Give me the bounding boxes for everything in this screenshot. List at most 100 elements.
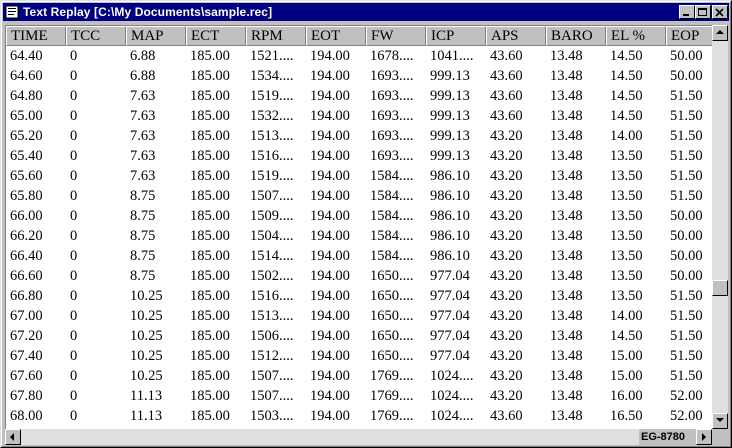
table-cell: 1507.... — [250, 188, 294, 204]
table-cell: 194.00 — [310, 328, 350, 344]
table-cell: 43.20 — [490, 248, 523, 264]
table-cell: 43.20 — [490, 148, 523, 164]
column-header[interactable]: EOP — [666, 26, 713, 46]
table-row[interactable]: 67.20 0 10.25 185.00 1506.... 194.00 1650.... 9… — [6, 326, 713, 346]
column-header[interactable]: ECT — [186, 26, 246, 46]
table-cell: 194.00 — [310, 88, 350, 104]
table-cell: 13.48 — [550, 388, 583, 404]
table-cell: 43.60 — [490, 48, 523, 64]
table-cell: 986.10 — [430, 228, 470, 244]
scroll-up-button[interactable] — [712, 25, 728, 41]
table-cell: 68.00 — [10, 408, 43, 424]
table-cell: 66.80 — [10, 288, 43, 304]
scroll-down-button[interactable] — [712, 413, 728, 429]
table-cell: 1503.... — [250, 408, 294, 424]
table-row[interactable]: 68.00 0 11.13 185.00 1503.... 194.00 1769.... 1… — [6, 406, 713, 426]
table-cell: 51.50 — [670, 168, 703, 184]
table-cell: 194.00 — [310, 388, 350, 404]
table-cell: 1024.... — [430, 388, 474, 404]
column-header[interactable]: TCC — [66, 26, 126, 46]
table-cell: 999.13 — [430, 108, 470, 124]
scroll-down-arrow-icon — [716, 418, 724, 422]
table-cell: 185.00 — [190, 228, 230, 244]
table-cell: 185.00 — [190, 408, 230, 424]
table-row[interactable]: 66.80 0 10.25 185.00 1516.... 194.00 1650.... 9… — [6, 286, 713, 306]
table-row[interactable]: 66.00 0 8.75 185.00 1509.... 194.00 1584.... 98… — [6, 206, 713, 226]
table-cell: 999.13 — [430, 128, 470, 144]
table-cell: 6.88 — [130, 48, 156, 64]
table-row[interactable]: 65.00 0 7.63 185.00 1532.... 194.00 1693.... 99… — [6, 106, 713, 126]
table-cell: 51.50 — [670, 368, 703, 384]
table-cell: 43.20 — [490, 288, 523, 304]
table-row[interactable]: 67.40 0 10.25 185.00 1512.... 194.00 1650.... 9… — [6, 346, 713, 366]
scroll-right-button[interactable] — [696, 429, 712, 445]
column-header[interactable]: ICP — [426, 26, 486, 46]
column-header[interactable]: EOT — [306, 26, 366, 46]
scroll-up-arrow-icon — [716, 30, 724, 34]
table-row[interactable]: 65.60 0 7.63 185.00 1519.... 194.00 1584.... 98… — [6, 166, 713, 186]
table-cell: 1024.... — [430, 408, 474, 424]
table-row[interactable]: 65.20 0 7.63 185.00 1513.... 194.00 1693.... 99… — [6, 126, 713, 146]
horizontal-scroll-track[interactable] — [21, 429, 639, 445]
table-row[interactable]: 67.80 0 11.13 185.00 1507.... 194.00 1769.... 1… — [6, 386, 713, 406]
table-cell: 0 — [70, 188, 78, 204]
app-icon[interactable] — [5, 5, 19, 19]
table-cell: 11.13 — [130, 408, 163, 424]
table-row[interactable]: 65.40 0 7.63 185.00 1516.... 194.00 1693.... 99… — [6, 146, 713, 166]
table-cell: 1584.... — [370, 248, 414, 264]
close-button[interactable] — [712, 5, 728, 19]
table-row[interactable]: 67.60 0 10.25 185.00 1507.... 194.00 1769.... 1… — [6, 366, 713, 386]
table-cell: 65.60 — [10, 168, 43, 184]
table-cell: 13.48 — [550, 148, 583, 164]
title-bar[interactable]: Text Replay [C:\My Documents\sample.rec] — [3, 3, 729, 21]
data-grid[interactable]: TIME TCC MAP ECT RPM EOT FW ICP APS BARO EL % EOP 6… — [5, 25, 713, 429]
table-cell: 43.20 — [490, 368, 523, 384]
column-header[interactable]: BARO — [546, 26, 606, 46]
table-row[interactable]: 64.40 0 6.88 185.00 1521.... 194.00 1678.... 10… — [6, 46, 713, 66]
vertical-scrollbar[interactable] — [712, 25, 728, 429]
column-header[interactable]: TIME — [6, 26, 66, 46]
table-cell: 986.10 — [430, 188, 470, 204]
table-cell: 1506.... — [250, 328, 294, 344]
table-cell: 43.60 — [490, 108, 523, 124]
maximize-icon — [698, 8, 707, 16]
table-row[interactable]: 66.40 0 8.75 185.00 1514.... 194.00 1584.... 98… — [6, 246, 713, 266]
table-cell: 67.40 — [10, 348, 43, 364]
table-row[interactable]: 66.60 0 8.75 185.00 1502.... 194.00 1650.... 97… — [6, 266, 713, 286]
horizontal-scrollbar[interactable]: EG-8780 — [5, 429, 712, 445]
maximize-button[interactable] — [695, 5, 711, 19]
scroll-left-button[interactable] — [5, 429, 21, 445]
table-cell: 64.40 — [10, 48, 43, 64]
minimize-button[interactable] — [679, 5, 695, 19]
table-cell: 43.20 — [490, 268, 523, 284]
table-row[interactable]: 64.60 0 6.88 185.00 1534.... 194.00 1693.... 99… — [6, 66, 713, 86]
table-cell: 1519.... — [250, 88, 294, 104]
table-cell: 185.00 — [190, 388, 230, 404]
table-row[interactable]: 65.80 0 8.75 185.00 1507.... 194.00 1584.... 98… — [6, 186, 713, 206]
column-header[interactable]: APS — [486, 26, 546, 46]
table-cell: 10.25 — [130, 328, 163, 344]
column-header[interactable]: EL % — [606, 26, 666, 46]
table-cell: 50.00 — [670, 228, 703, 244]
table-cell: 986.10 — [430, 248, 470, 264]
vertical-scroll-thumb[interactable] — [712, 280, 728, 296]
table-cell: 0 — [70, 328, 78, 344]
table-row[interactable]: 67.00 0 10.25 185.00 1513.... 194.00 1650.... 9… — [6, 306, 713, 326]
table-cell: 43.20 — [490, 308, 523, 324]
table-cell: 977.04 — [430, 308, 470, 324]
table-cell: 194.00 — [310, 68, 350, 84]
table-row[interactable]: 64.80 0 7.63 185.00 1519.... 194.00 1693.... 99… — [6, 86, 713, 106]
table-cell: 13.48 — [550, 228, 583, 244]
table-cell: 1516.... — [250, 148, 294, 164]
table-cell: 10.25 — [130, 368, 163, 384]
table-cell: 1514.... — [250, 248, 294, 264]
table-cell: 13.48 — [550, 188, 583, 204]
column-header[interactable]: FW — [366, 26, 426, 46]
table-row[interactable]: 66.20 0 8.75 185.00 1504.... 194.00 1584.... 98… — [6, 226, 713, 246]
column-header[interactable]: MAP — [126, 26, 186, 46]
table-cell: 43.20 — [490, 188, 523, 204]
table-cell: 185.00 — [190, 268, 230, 284]
column-header[interactable]: RPM — [246, 26, 306, 46]
table-cell: 1769.... — [370, 388, 414, 404]
